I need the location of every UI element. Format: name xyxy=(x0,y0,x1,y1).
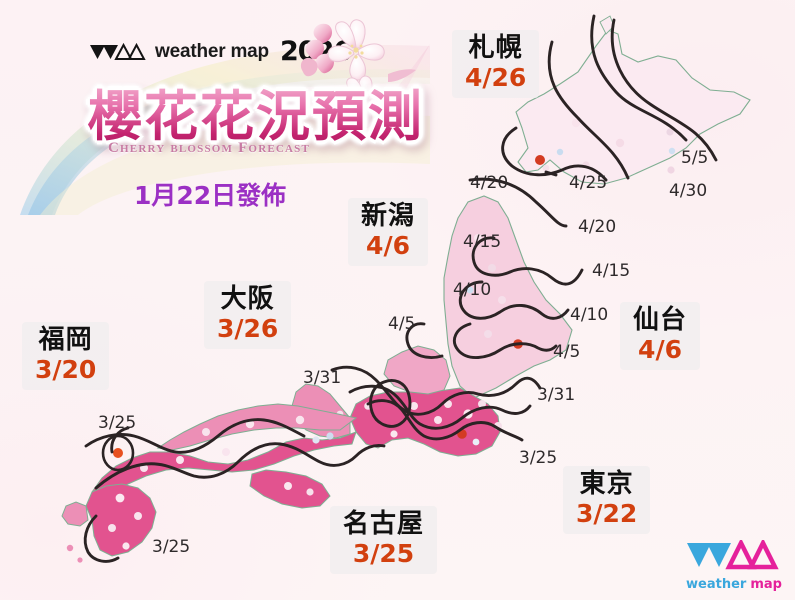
brand-name: weather map xyxy=(155,40,269,62)
contour-date-label: 5/5 xyxy=(681,148,709,168)
city-label: 名古屋 3/25 xyxy=(330,506,438,575)
city-name: 新潟 xyxy=(361,201,416,231)
contour-date-label: 4/20 xyxy=(470,173,509,193)
city-bloom-date: 3/22 xyxy=(576,499,638,529)
contour-date-label: 4/30 xyxy=(669,181,708,201)
city-name: 名古屋 xyxy=(343,509,425,539)
contour-date-label: 4/15 xyxy=(463,232,502,252)
city-bloom-date: 4/26 xyxy=(465,63,527,93)
city-bloom-date: 3/20 xyxy=(35,355,97,385)
city-bloom-date: 4/6 xyxy=(366,231,410,261)
city-name: 東京 xyxy=(579,469,634,499)
city-name: 福岡 xyxy=(38,325,93,355)
city-name: 札幌 xyxy=(468,33,523,63)
city-label: 大阪 3/26 xyxy=(204,281,292,350)
logo-mark xyxy=(687,537,779,570)
city-label: 福岡 3/20 xyxy=(22,322,110,391)
contour-date-label: 4/5 xyxy=(553,342,581,362)
contour-date-label: 3/31 xyxy=(537,385,576,405)
city-label: 東京 3/22 xyxy=(563,466,651,535)
city-label: 札幌 4/26 xyxy=(452,30,540,99)
contour-date-label: 4/25 xyxy=(569,173,608,193)
contour-date-label: 3/25 xyxy=(98,413,137,433)
map-region-kyushu xyxy=(61,434,157,563)
contour-date-label: 4/15 xyxy=(592,261,631,281)
city-label: 仙台 4/6 xyxy=(620,302,701,371)
contour-date-label: 4/10 xyxy=(453,280,492,300)
city-name: 仙台 xyxy=(633,305,688,335)
contour-date-label: 4/10 xyxy=(570,305,609,325)
city-name: 大阪 xyxy=(220,284,275,314)
contour-date-label: 3/31 xyxy=(303,368,342,388)
contour-date-label: 4/20 xyxy=(578,217,617,237)
city-bloom-date: 4/6 xyxy=(638,335,682,365)
logo-word-weather: weather xyxy=(686,577,747,592)
weather-map-logo-icon: weather map xyxy=(685,537,783,592)
cherry-blossom-icon xyxy=(300,19,430,129)
page-title: 櫻花花況預測 xyxy=(88,72,424,151)
city-bloom-date: 3/25 xyxy=(352,539,415,569)
page-subtitle: Cherry blossom Forecast xyxy=(108,140,311,156)
publish-date: 1月22日發佈 xyxy=(134,181,287,210)
weather-map-triangles-icon xyxy=(90,42,146,60)
logo-word-map: map xyxy=(750,577,782,592)
city-bloom-date: 3/26 xyxy=(217,314,279,344)
city-label: 新潟 4/6 xyxy=(348,198,429,267)
map-region-shikoku xyxy=(249,469,331,509)
contour-date-label: 3/25 xyxy=(152,537,191,557)
bloom-front-contours xyxy=(83,14,718,563)
contour-date-label: 4/5 xyxy=(388,314,416,334)
contour-date-label: 3/25 xyxy=(519,448,558,468)
